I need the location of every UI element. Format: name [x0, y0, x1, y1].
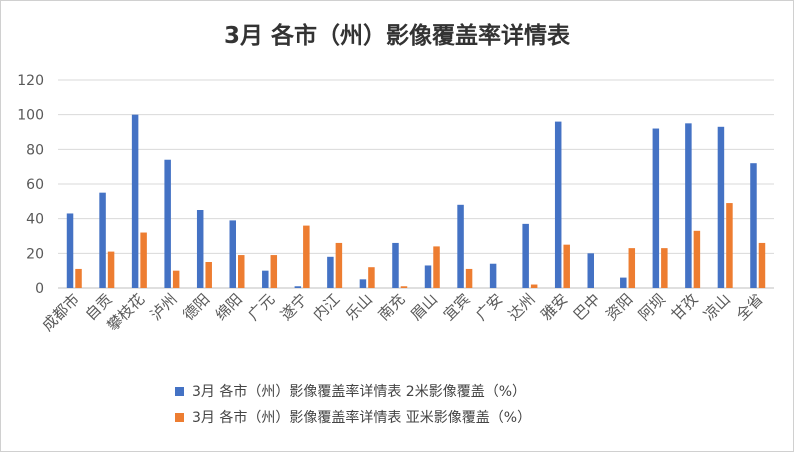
bar-2m	[229, 220, 236, 288]
x-tick-label: 乐山	[342, 290, 376, 324]
y-tick-label: 0	[35, 281, 44, 297]
x-tick-label: 广元	[244, 290, 278, 324]
bar-2m	[522, 223, 529, 288]
bar-2m	[489, 263, 497, 288]
y-tick-label: 100	[17, 108, 44, 124]
bar-submeter	[107, 251, 115, 288]
bar-2m	[327, 256, 334, 288]
bar-submeter	[693, 230, 701, 288]
x-tick-label: 成都市	[39, 290, 84, 335]
bar-2m	[99, 192, 106, 288]
x-tick-label: 内江	[310, 290, 344, 324]
bar-2m	[652, 128, 660, 288]
bar-2m	[66, 213, 74, 288]
bar-2m	[196, 210, 204, 288]
y-tick-label: 60	[26, 177, 44, 193]
x-tick-label: 宜宾	[440, 290, 474, 324]
legend: 3月 各市（州）影像覆盖率详情表 2米影像覆盖（%） 3月 各市（州）影像覆盖率…	[175, 378, 531, 430]
bar-submeter	[270, 255, 278, 288]
y-tick-label: 40	[26, 212, 44, 228]
bar-submeter	[75, 268, 82, 288]
bar-submeter	[172, 270, 180, 288]
x-tick-label: 广安	[472, 290, 506, 324]
bar-2m	[587, 253, 594, 288]
bar-2m	[359, 279, 367, 288]
x-tick-label: 眉山	[407, 290, 441, 324]
x-tick-label: 遂宁	[277, 290, 311, 324]
bar-submeter	[661, 248, 668, 288]
bar-submeter	[400, 286, 408, 288]
y-tick-label: 20	[26, 246, 44, 262]
legend-label-submeter: 3月 各市（州）影像覆盖率详情表 亚米影像覆盖（%）	[192, 410, 532, 426]
bar-2m	[554, 121, 562, 288]
x-tick-label: 阿坝	[635, 290, 669, 324]
bar-2m	[262, 270, 269, 288]
bar-2m	[750, 163, 757, 288]
y-tick-label: 120	[17, 73, 44, 89]
x-tick-label: 南充	[375, 290, 409, 324]
bar-submeter	[368, 267, 375, 288]
y-tick-label: 80	[26, 142, 44, 158]
x-tick-label: 巴中	[570, 290, 604, 324]
bar-submeter	[563, 244, 570, 288]
bar-submeter	[303, 225, 310, 288]
legend-item-submeter: 3月 各市（州）影像覆盖率详情表 亚米影像覆盖（%）	[175, 404, 531, 430]
bar-submeter	[238, 255, 245, 288]
x-tick-label: 攀枝花	[104, 290, 149, 335]
bar-submeter	[433, 246, 440, 288]
bar-2m	[294, 286, 302, 288]
bar-2m	[457, 204, 464, 288]
x-tick-label: 泸州	[147, 290, 181, 324]
bar-2m	[620, 277, 627, 288]
legend-label-2m: 3月 各市（州）影像覆盖率详情表 2米影像覆盖（%）	[192, 384, 527, 400]
bar-submeter	[628, 248, 636, 288]
x-tick-label: 甘孜	[668, 290, 702, 324]
x-tick-label: 资阳	[602, 290, 636, 324]
legend-item-2m: 3月 各市（州）影像覆盖率详情表 2米影像覆盖（%）	[175, 378, 531, 404]
x-tick-label: 德阳	[179, 290, 213, 324]
bar-submeter	[726, 203, 733, 288]
bar-submeter	[465, 268, 473, 288]
bar-2m	[164, 159, 171, 288]
chart-title: 3月 各市（州）影像覆盖率详情表	[223, 23, 570, 49]
bar-2m	[424, 265, 432, 288]
legend-swatch-2m	[175, 386, 184, 396]
x-tick-label: 达州	[505, 290, 539, 324]
bar-submeter	[335, 242, 343, 288]
legend-swatch-submeter	[175, 412, 184, 422]
bar-submeter	[530, 284, 538, 288]
bar-submeter	[140, 232, 147, 288]
bar-2m	[717, 126, 725, 288]
bar-2m	[392, 242, 399, 288]
bar-2m	[131, 114, 139, 289]
x-tick-label: 绵阳	[212, 290, 246, 324]
x-tick-label: 全省	[733, 290, 767, 324]
x-tick-label: 雅安	[537, 290, 571, 324]
bar-2m	[685, 123, 692, 288]
bar-submeter	[758, 242, 766, 288]
x-tick-label: 凉山	[700, 290, 734, 324]
bar-submeter	[205, 262, 212, 288]
